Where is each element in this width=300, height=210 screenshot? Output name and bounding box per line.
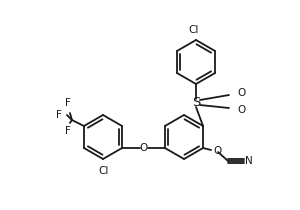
Text: O: O [237,105,245,115]
Text: S: S [192,97,200,109]
Text: O: O [237,88,245,98]
Text: O: O [140,143,148,153]
Text: O: O [213,146,221,156]
Text: N: N [245,156,253,166]
Text: F: F [56,110,62,120]
Text: F: F [65,98,71,108]
Text: F: F [65,126,71,136]
Text: Cl: Cl [189,25,199,35]
Text: Cl: Cl [99,166,109,176]
